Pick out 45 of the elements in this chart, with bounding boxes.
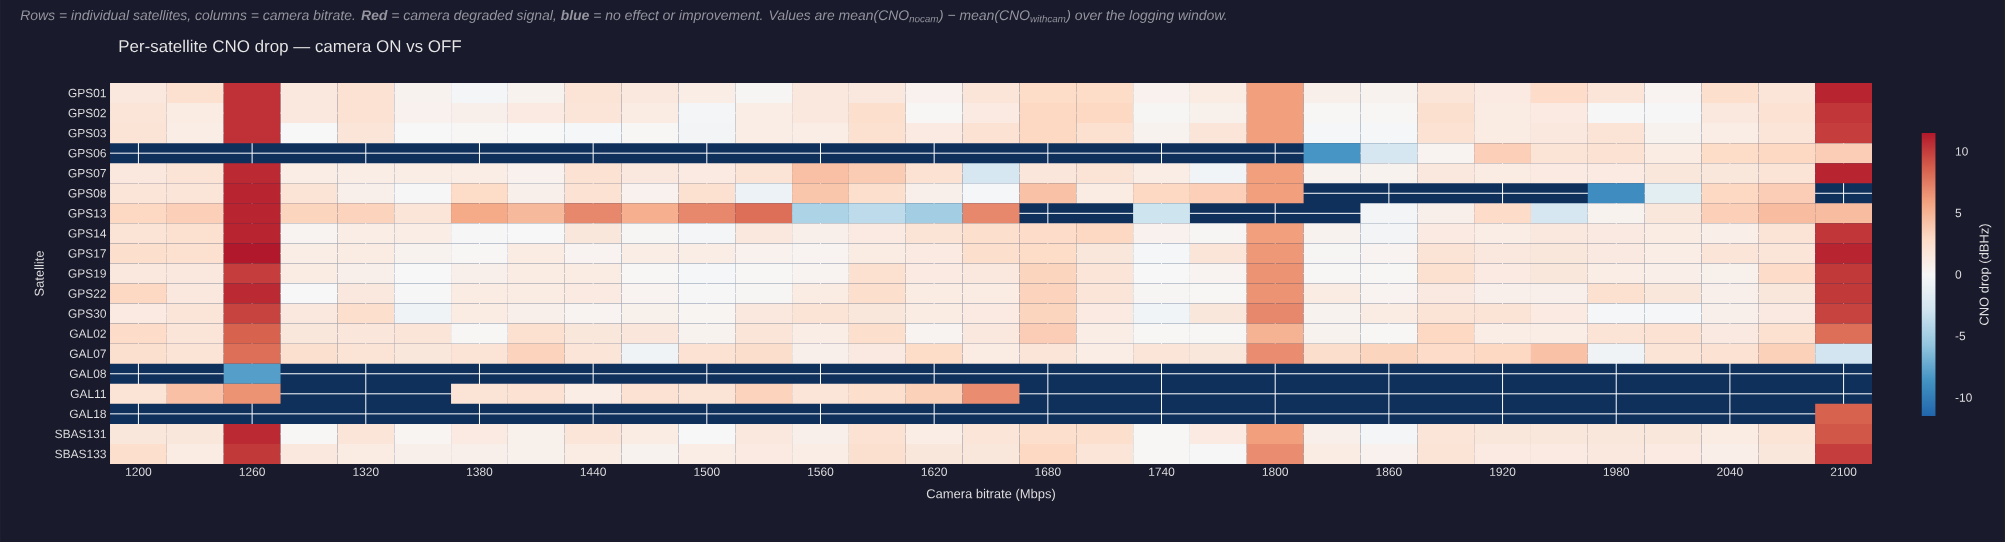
y-tick-label: SBAS131 bbox=[55, 429, 106, 439]
y-tick-label: GAL02 bbox=[69, 329, 106, 338]
x-tick-label: 1980 bbox=[1603, 467, 1630, 476]
y-tick-label: GPS14 bbox=[68, 229, 107, 238]
x-tick-label: 1440 bbox=[580, 467, 606, 476]
x-tick-label: 1680 bbox=[1035, 467, 1061, 476]
color-bar-title: CNO drop (dBHz) bbox=[1979, 224, 1992, 325]
y-tick-label: GPS19 bbox=[68, 269, 106, 278]
x-tick-label: 1740 bbox=[1149, 467, 1175, 476]
x-tick-label: 1320 bbox=[353, 467, 379, 476]
y-tick-label: GPS13 bbox=[68, 209, 106, 218]
y-tick-label: GPS08 bbox=[68, 189, 106, 198]
color-bar-label: -5 bbox=[1955, 331, 1966, 341]
color-bar-label: 5 bbox=[1955, 208, 1962, 218]
x-tick-label: 2100 bbox=[1830, 467, 1857, 476]
y-tick-label: GPS22 bbox=[68, 289, 106, 298]
x-tick-label: 1380 bbox=[467, 467, 493, 476]
x-tick-label: 1800 bbox=[1262, 467, 1289, 476]
color-bar-label: 0 bbox=[1955, 270, 1962, 279]
y-tick-label: GAL07 bbox=[69, 349, 106, 358]
x-tick-label: 1620 bbox=[921, 467, 947, 476]
x-tick-label: 1920 bbox=[1490, 467, 1516, 476]
y-tick-label: GAL08 bbox=[69, 369, 106, 378]
y-tick-label: GPS02 bbox=[68, 108, 106, 118]
text: Rows = individual satellites, columns = camera bitrate. Red = camera degraded signal, blue = no effect or improvement. Values are mean(CNO$_{nocam}$) − mean(CNO$_{withcam}$) over the logging window. bbox=[20, 9, 1226, 23]
y-tick-label: GPS07 bbox=[68, 169, 106, 178]
x-tick-label: 1500 bbox=[694, 467, 720, 476]
y-tick-label: SBAS133 bbox=[55, 449, 106, 459]
color-bar-label: -10 bbox=[1955, 393, 1972, 402]
x-tick-label: 1560 bbox=[808, 467, 834, 476]
chart-title: Per-satellite CNO drop — camera ON vs OFF bbox=[119, 39, 462, 56]
y-tick-label: GPS30 bbox=[68, 309, 107, 318]
y-tick-label: GAL18 bbox=[69, 409, 106, 419]
y-tick-label: GPS01 bbox=[68, 88, 106, 98]
y-tick-label: GPS03 bbox=[68, 128, 106, 138]
x-tick-label: 1260 bbox=[239, 467, 265, 476]
x-tick-label: 1200 bbox=[126, 467, 152, 476]
x-tick-label: 1860 bbox=[1376, 467, 1402, 476]
y-tick-label: GPS17 bbox=[68, 249, 106, 258]
y-axis-title: Satellite bbox=[34, 251, 44, 296]
x-axis-title: Camera bitrate (Mbps) bbox=[926, 488, 1055, 501]
x-tick-label: 2040 bbox=[1717, 467, 1743, 476]
y-tick-label: GPS06 bbox=[68, 148, 106, 158]
y-tick-label: GAL11 bbox=[70, 389, 106, 399]
color-bar-label: 10 bbox=[1955, 147, 1968, 156]
